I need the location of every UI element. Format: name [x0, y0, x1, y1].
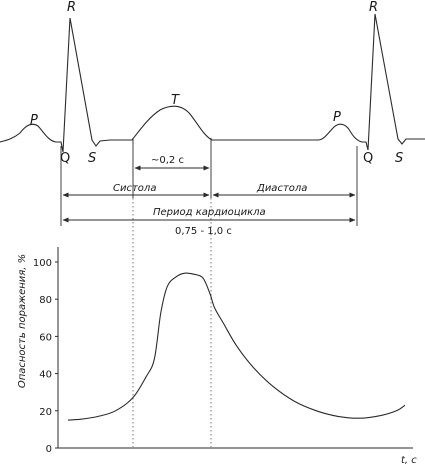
t-interval-label: ~0,2 с	[151, 155, 184, 166]
q-wave-label-left: Q	[60, 151, 70, 166]
s-wave-label-right: S	[395, 151, 403, 166]
period-value: 0,75 - 1,0 с	[175, 226, 232, 237]
p-wave-label-right: P	[333, 110, 341, 125]
period-label: Период кардиоцикла	[153, 207, 266, 218]
s-wave-label-left: S	[88, 151, 96, 166]
ecg-trace	[0, 13, 425, 153]
r-wave-label-right: R	[369, 0, 378, 15]
y-tick-label: 40	[39, 370, 52, 381]
r-wave-label-left: R	[67, 0, 76, 15]
y-tick-label: 80	[39, 295, 52, 306]
systole-label: Систола	[113, 183, 156, 194]
y-tick-label: 0	[46, 444, 52, 455]
risk-curve	[67, 272, 406, 421]
q-wave-label-right: Q	[363, 151, 373, 166]
y-tick-label: 60	[39, 332, 52, 343]
p-wave-label-left: P	[30, 113, 38, 128]
y-tick-label: 100	[33, 258, 52, 269]
t-wave-label: T	[171, 93, 180, 108]
diastole-label: Диастола	[256, 183, 307, 194]
x-axis-title: t, c	[401, 455, 417, 466]
y-tick-label: 20	[39, 407, 52, 418]
y-axis-ticks: 0 20 40 60 80 100	[33, 258, 58, 455]
y-axis-title: Опасность поражения, %	[17, 254, 28, 388]
